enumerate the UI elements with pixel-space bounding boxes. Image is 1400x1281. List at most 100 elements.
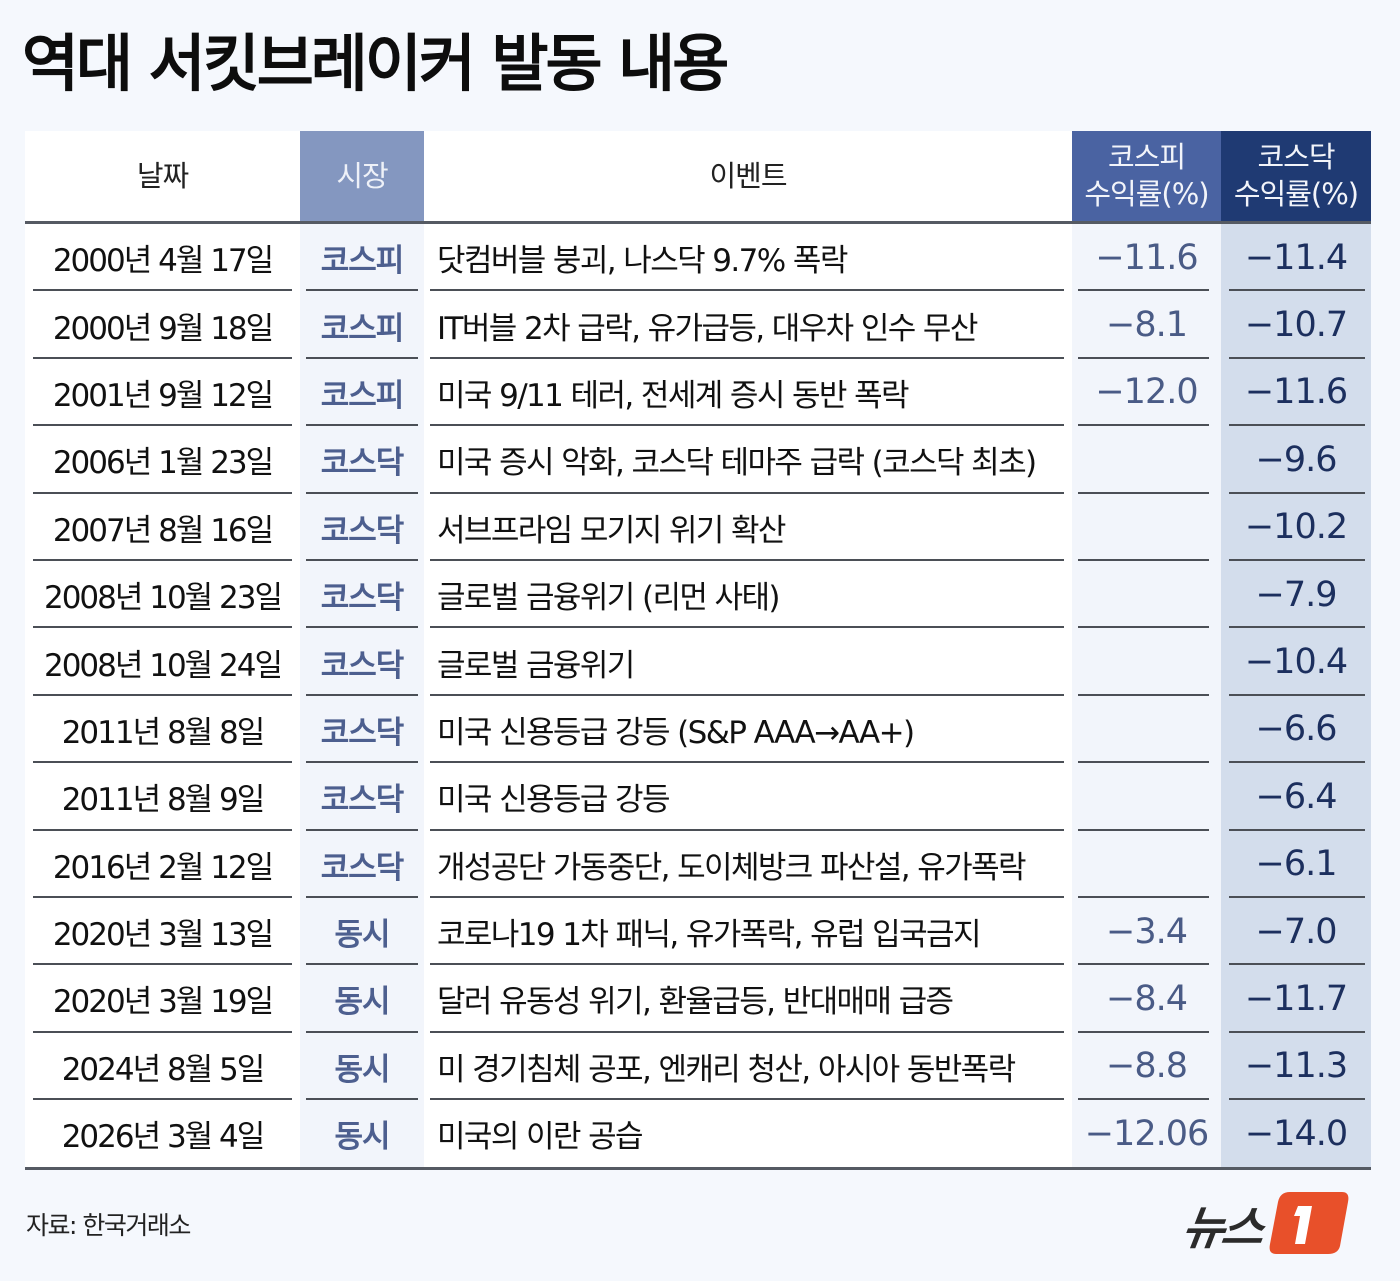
cell-date: 2008년 10월 24일: [25, 628, 300, 697]
cell-kospi-return: −8.8: [1072, 1032, 1221, 1101]
cell-kosdaq-return: −6.1: [1221, 830, 1371, 899]
cell-kospi-return: [1072, 763, 1221, 831]
cell-kospi-return: [1072, 628, 1221, 697]
cell-kospi-return: [1072, 830, 1221, 899]
cell-kosdaq-return: −7.0: [1221, 897, 1371, 966]
table-row: 2026년 3월 4일 동시 미국의 이란 공습 −12.06 −14.0: [25, 1100, 1371, 1168]
table-header: 날짜 시장 이벤트 코스피 수익률(%) 코스닥 수익률(%): [25, 131, 1371, 224]
cell-event: 미 경기침체 공포, 엔캐리 청산, 아시아 동반폭락: [424, 1032, 1072, 1101]
cell-kosdaq-return: −11.6: [1221, 358, 1371, 427]
cell-event: 달러 유동성 위기, 환율급등, 반대매매 급증: [424, 965, 1072, 1034]
cell-market: 코스닥: [300, 426, 424, 494]
cell-kospi-return: −12.0: [1072, 358, 1221, 427]
table-row: 2008년 10월 24일 코스닥 글로벌 금융위기 −10.4: [25, 628, 1371, 697]
cell-market: 동시: [300, 965, 424, 1034]
cell-market: 코스피: [300, 291, 424, 360]
cell-date: 2016년 2월 12일: [25, 830, 300, 899]
cell-market: 코스피: [300, 358, 424, 427]
table-bottom-rule: [25, 1167, 1371, 1171]
header-kosdaq-line2: 수익률(%): [1233, 177, 1359, 211]
cell-market: 코스닥: [300, 830, 424, 899]
cell-kospi-return: −12.06: [1072, 1100, 1221, 1168]
cell-kospi-return: −8.4: [1072, 965, 1221, 1034]
table-row: 2011년 8월 8일 코스닥 미국 신용등급 강등 (S&P AAA→AA+)…: [25, 695, 1371, 764]
logo-text: 뉴스: [1178, 1201, 1266, 1255]
circuit-breaker-table: 날짜 시장 이벤트 코스피 수익률(%) 코스닥 수익률(%) 2000년 4월 1…: [25, 131, 1371, 1171]
cell-market: 코스피: [300, 224, 424, 292]
cell-event: 미국 신용등급 강등: [424, 763, 1072, 831]
cell-event: 글로벌 금융위기: [424, 628, 1072, 697]
cell-event: IT버블 2차 급락, 유가급등, 대우차 인수 무산: [424, 291, 1072, 360]
cell-event: 글로벌 금융위기 (리먼 사태): [424, 560, 1072, 629]
source-note: 자료: 한국거래소: [26, 1211, 191, 1240]
table-row: 2024년 8월 5일 동시 미 경기침체 공포, 엔캐리 청산, 아시아 동반…: [25, 1032, 1371, 1101]
cell-kosdaq-return: −11.4: [1221, 224, 1371, 292]
header-market: 시장: [300, 131, 424, 221]
table-row: 2020년 3월 19일 동시 달러 유동성 위기, 환율급등, 반대매매 급증…: [25, 965, 1371, 1034]
cell-kosdaq-return: −11.7: [1221, 965, 1371, 1034]
news1-logo: 뉴스: [1179, 1190, 1373, 1260]
cell-kospi-return: [1072, 426, 1221, 494]
cell-event: 개성공단 가동중단, 도이체방크 파산설, 유가폭락: [424, 830, 1072, 899]
cell-date: 2011년 8월 8일: [25, 695, 300, 764]
cell-market: 동시: [300, 1032, 424, 1101]
table-row: 2011년 8월 9일 코스닥 미국 신용등급 강등 −6.4: [25, 763, 1371, 831]
cell-kospi-return: [1072, 695, 1221, 764]
header-date: 날짜: [136, 158, 189, 193]
cell-date: 2020년 3월 19일: [25, 965, 300, 1034]
cell-date: 2007년 8월 16일: [25, 493, 300, 562]
cell-date: 2026년 3월 4일: [25, 1100, 300, 1168]
cell-date: 2006년 1월 23일: [25, 426, 300, 494]
cell-kosdaq-return: −11.3: [1221, 1032, 1371, 1101]
table-row: 2020년 3월 13일 동시 코로나19 1차 패닉, 유가폭락, 유럽 입국…: [25, 897, 1371, 966]
table-row: 2000년 9월 18일 코스피 IT버블 2차 급락, 유가급등, 대우차 인…: [25, 291, 1371, 360]
table-row: 2007년 8월 16일 코스닥 서브프라임 모기지 위기 확산 −10.2: [25, 493, 1371, 562]
cell-date: 2024년 8월 5일: [25, 1032, 300, 1101]
table-row: 2000년 4월 17일 코스피 닷컴버블 붕괴, 나스닥 9.7% 폭락 −1…: [25, 224, 1371, 292]
cell-date: 2008년 10월 23일: [25, 560, 300, 629]
header-kospi-return: 코스피 수익률(%): [1072, 131, 1221, 221]
table-row: 2016년 2월 12일 코스닥 개성공단 가동중단, 도이체방크 파산설, 유…: [25, 830, 1371, 899]
cell-market: 코스닥: [300, 763, 424, 831]
cell-kosdaq-return: −9.6: [1221, 426, 1371, 494]
cell-kosdaq-return: −7.9: [1221, 560, 1371, 629]
cell-kospi-return: −11.6: [1072, 224, 1221, 292]
page-title: 역대 서킷브레이커 발동 내용: [22, 27, 729, 100]
table-row: 2006년 1월 23일 코스닥 미국 증시 악화, 코스닥 테마주 급락 (코…: [25, 426, 1371, 494]
header-kosdaq-line1: 코스닥: [1257, 140, 1335, 174]
cell-kospi-return: −3.4: [1072, 897, 1221, 966]
cell-event: 닷컴버블 붕괴, 나스닥 9.7% 폭락: [424, 224, 1072, 292]
table-body: 2000년 4월 17일 코스피 닷컴버블 붕괴, 나스닥 9.7% 폭락 −1…: [25, 224, 1371, 1168]
cell-event: 미국 증시 악화, 코스닥 테마주 급락 (코스닥 최초): [424, 426, 1072, 494]
cell-market: 코스닥: [300, 560, 424, 629]
cell-kosdaq-return: −10.2: [1221, 493, 1371, 562]
header-kosdaq-return: 코스닥 수익률(%): [1221, 131, 1371, 221]
cell-event: 미국 신용등급 강등 (S&P AAA→AA+): [424, 695, 1072, 764]
cell-date: 2011년 8월 9일: [25, 763, 300, 831]
cell-event: 서브프라임 모기지 위기 확산: [424, 493, 1072, 562]
cell-kospi-return: [1072, 560, 1221, 629]
cell-market: 동시: [300, 897, 424, 966]
cell-kospi-return: −8.1: [1072, 291, 1221, 360]
table-row: 2008년 10월 23일 코스닥 글로벌 금융위기 (리먼 사태) −7.9: [25, 560, 1371, 629]
cell-event: 미국의 이란 공습: [424, 1100, 1072, 1168]
cell-date: 2000년 4월 17일: [25, 224, 300, 292]
cell-market: 코스닥: [300, 493, 424, 562]
cell-kosdaq-return: −10.4: [1221, 628, 1371, 697]
header-event: 이벤트: [709, 158, 787, 193]
cell-market: 코스닥: [300, 628, 424, 697]
header-kospi-line1: 코스피: [1107, 140, 1186, 174]
cell-date: 2020년 3월 13일: [25, 897, 300, 966]
cell-event: 코로나19 1차 패닉, 유가폭락, 유럽 입국금지: [424, 897, 1072, 966]
logo-one-mark-icon: [1268, 1190, 1350, 1260]
cell-kospi-return: [1072, 493, 1221, 562]
cell-date: 2001년 9월 12일: [25, 358, 300, 427]
cell-date: 2000년 9월 18일: [25, 291, 300, 360]
cell-event: 미국 9/11 테러, 전세계 증시 동반 폭락: [424, 358, 1072, 427]
cell-kosdaq-return: −6.6: [1221, 695, 1371, 764]
cell-kosdaq-return: −14.0: [1221, 1100, 1371, 1168]
cell-market: 코스닥: [300, 695, 424, 764]
header-kospi-line2: 수익률(%): [1084, 177, 1209, 211]
cell-kosdaq-return: −10.7: [1221, 291, 1371, 360]
cell-kosdaq-return: −6.4: [1221, 763, 1371, 831]
